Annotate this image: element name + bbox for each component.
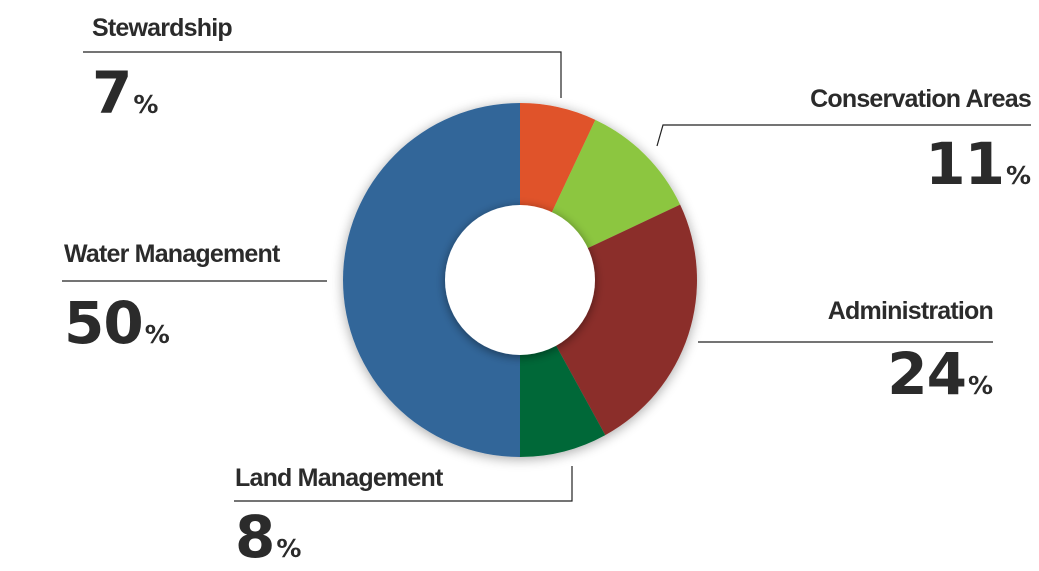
- value-unit: %: [133, 90, 159, 119]
- label-stewardship: Stewardship: [92, 14, 233, 42]
- value-stewardship: 7%: [92, 64, 158, 122]
- label-water-management: Water Management: [64, 240, 280, 268]
- label-land-management: Land Management: [235, 464, 443, 492]
- leader-line-land-management: [234, 466, 573, 502]
- value-unit: %: [967, 371, 993, 400]
- value-conservation-areas: 11%: [925, 135, 1031, 193]
- value-number: 8: [235, 503, 275, 571]
- value-land-management: 8%: [235, 508, 301, 566]
- slice-water-management: [343, 103, 520, 457]
- label-conservation-areas: Conservation Areas: [810, 85, 1032, 113]
- leader-line-conservation-areas: [656, 124, 1031, 147]
- value-number: 24: [887, 340, 967, 408]
- value-number: 7: [92, 59, 132, 127]
- value-unit: %: [144, 320, 170, 349]
- value-administration: 24%: [887, 345, 993, 403]
- leader-line-stewardship: [83, 51, 562, 98]
- value-number: 50: [64, 289, 144, 357]
- donut-hole: [445, 205, 595, 355]
- value-number: 11: [925, 130, 1005, 198]
- label-administration: Administration: [827, 297, 994, 325]
- value-water-management: 50%: [64, 294, 170, 352]
- value-unit: %: [1005, 161, 1031, 190]
- value-unit: %: [276, 534, 302, 563]
